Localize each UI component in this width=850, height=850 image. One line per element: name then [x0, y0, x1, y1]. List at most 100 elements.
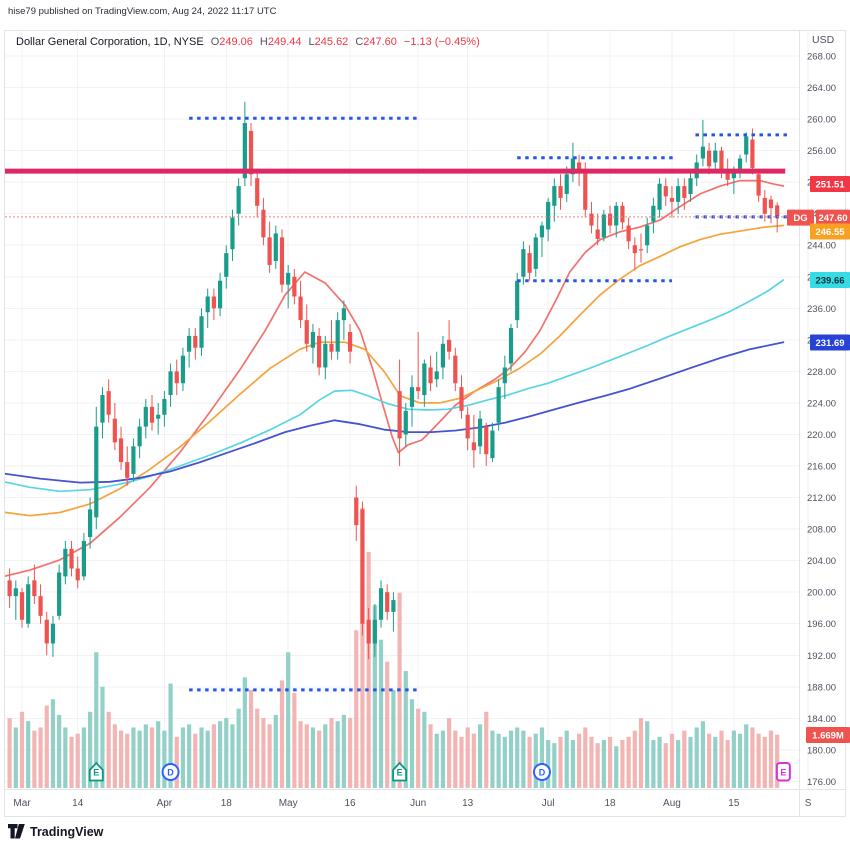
time-axis[interactable]: Mar 14 Apr 18 May 16 Jun 13 Jul 18 Aug 15 S — [13, 798, 811, 809]
volume-bar — [706, 733, 712, 788]
candle — [403, 410, 408, 435]
tradingview-logo[interactable]: TradingView — [8, 824, 103, 839]
open-label: O — [210, 36, 220, 48]
svg-text:E: E — [93, 768, 99, 778]
volume-bar — [323, 724, 328, 788]
price-tick-label: 200.00 — [807, 588, 836, 599]
volume-bar — [768, 730, 774, 788]
candle — [682, 186, 687, 198]
volume-bar — [174, 736, 179, 788]
candle — [465, 414, 470, 439]
candle — [292, 276, 297, 297]
candle — [638, 249, 644, 251]
price-tick-label: 244.00 — [807, 241, 836, 252]
earnings-upcoming-badge[interactable]: E — [775, 762, 791, 782]
candle — [397, 391, 402, 439]
candle — [255, 178, 260, 206]
volume-bar — [242, 677, 247, 788]
volume-bar — [199, 727, 204, 788]
volume-bar — [496, 733, 501, 788]
volume-bar — [694, 727, 699, 788]
volume-bar — [193, 733, 198, 788]
drawings[interactable] — [0, 116, 791, 692]
volume-bar — [50, 699, 56, 788]
candle — [725, 170, 730, 180]
candle — [298, 296, 303, 321]
svg-text:E: E — [780, 768, 786, 778]
volume-bar — [267, 724, 272, 788]
time-tick-label: 15 — [728, 798, 740, 809]
volume-bar — [657, 736, 662, 788]
candle — [44, 619, 49, 644]
volume-bar — [335, 721, 340, 788]
volume-bar — [521, 730, 526, 788]
volume-bar — [552, 743, 557, 788]
volume-bar — [187, 724, 192, 788]
price-tick-label: 192.00 — [807, 651, 836, 662]
candle — [391, 600, 396, 612]
volume-bar — [372, 605, 377, 788]
candle — [657, 183, 662, 210]
candle — [168, 371, 173, 396]
volume-bar — [137, 730, 142, 788]
volume-bar — [409, 699, 415, 788]
candle — [378, 588, 384, 620]
dividend-badge[interactable]: D — [532, 763, 551, 781]
candle — [552, 186, 557, 206]
price-tick-label: 180.00 — [807, 745, 836, 756]
symbol-badge: DG — [787, 209, 814, 226]
symbol-title[interactable]: Dollar General Corporation, 1D, NYSE — [16, 36, 204, 48]
volume-bar — [676, 739, 681, 788]
svg-text:231.69: 231.69 — [815, 338, 844, 349]
price-tick-label: 220.00 — [807, 430, 836, 441]
candle — [94, 426, 99, 518]
volume-bar — [583, 727, 588, 788]
attribution-text: hise79 published on TradingView.com, Aug… — [8, 6, 277, 17]
candle — [304, 320, 309, 344]
volume-bar — [143, 724, 148, 788]
volume-bar — [626, 736, 631, 788]
volume-bar — [471, 733, 476, 788]
candle — [775, 205, 780, 217]
volume-bar — [354, 630, 359, 788]
candle — [242, 123, 247, 179]
candle — [180, 355, 186, 384]
candle — [614, 205, 619, 226]
candle — [484, 426, 489, 455]
price-tick-label: 212.00 — [807, 493, 836, 504]
candle — [57, 572, 62, 616]
price-axis[interactable]: 176.00 180.00 184.00 188.00 192.00 196.00 200.… — [807, 52, 836, 788]
candle — [106, 391, 111, 415]
candle — [440, 343, 446, 368]
time-tick-label: Jul — [542, 798, 555, 809]
volume-bar — [700, 721, 705, 788]
earnings-badge[interactable]: E — [88, 761, 104, 782]
candle — [539, 225, 545, 238]
ma-50-price-badge: 246.55 — [810, 223, 850, 240]
tradingview-logo-icon — [8, 824, 25, 839]
dividend-badge[interactable]: D — [161, 763, 180, 781]
earnings-badge[interactable]: E — [392, 761, 407, 782]
volume-bar — [440, 730, 446, 788]
last-price-badge: 247.60 — [816, 209, 850, 226]
volume-bar — [756, 733, 761, 788]
volume-bar — [180, 727, 186, 788]
volume-bar — [428, 724, 433, 788]
candle — [663, 186, 668, 197]
candle — [323, 343, 328, 368]
volume-bar — [19, 711, 25, 788]
volume-bar — [255, 708, 260, 788]
volume-bar — [515, 727, 520, 788]
volume-bar — [527, 736, 532, 788]
time-tick-label: 16 — [345, 798, 357, 809]
candle — [366, 619, 371, 644]
volume-bar — [416, 708, 421, 788]
candle — [409, 387, 415, 407]
volume-bar — [737, 733, 743, 788]
volume-bar — [57, 714, 62, 788]
volume-bar — [26, 721, 31, 788]
candle — [286, 272, 291, 285]
volume-bar — [607, 736, 613, 788]
